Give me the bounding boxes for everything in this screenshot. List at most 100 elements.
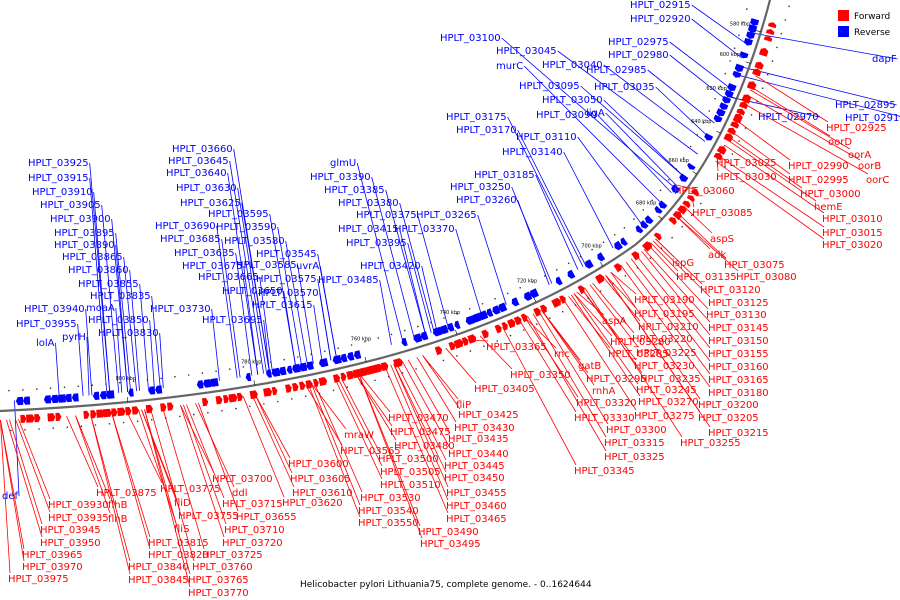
scale-dot xyxy=(742,21,744,24)
forward-gene-label: HPLT_03280 xyxy=(610,337,671,348)
forward-leader-line xyxy=(396,362,447,461)
reverse-gene-label: HPLT_03640 xyxy=(166,168,227,179)
forward-leader-line xyxy=(75,415,111,500)
scale-tick xyxy=(716,130,721,134)
forward-gene-label: HPLT_03075 xyxy=(724,260,785,271)
scale-dot xyxy=(22,389,24,391)
reverse-gene-label: HPLT_03590 xyxy=(216,222,277,233)
forward-gene-label: HPLT_03195 xyxy=(634,309,695,320)
scale-dot xyxy=(506,292,509,295)
scale-dot xyxy=(660,247,663,249)
reverse-gene-feature xyxy=(597,252,606,262)
reverse-leader-line xyxy=(379,279,392,345)
scale-dot xyxy=(304,395,307,398)
forward-gene-label: HPLT_03930 xyxy=(48,500,109,511)
forward-gene-label: HPLT_02925 xyxy=(826,123,887,134)
forward-gene-feature xyxy=(299,381,306,391)
forward-gene-feature xyxy=(249,390,258,400)
scale-dot xyxy=(776,46,778,49)
reverse-leader-line xyxy=(259,276,273,373)
forward-gene-feature xyxy=(26,414,35,423)
reverse-gene-label: HPLT_03110 xyxy=(516,132,577,143)
reverse-leader-line xyxy=(501,37,676,189)
forward-gene-label: HPLT_03700 xyxy=(212,474,273,485)
reverse-gene-feature xyxy=(635,225,644,234)
forward-leader-line xyxy=(390,364,449,501)
reverse-gene-label: HPLT_03910 xyxy=(32,187,93,198)
forward-leader-line xyxy=(610,271,637,295)
scale-tick xyxy=(756,30,761,33)
reverse-gene-feature xyxy=(71,393,79,402)
forward-gene-feature xyxy=(111,408,118,417)
forward-gene-label: HPLT_03440 xyxy=(448,449,509,460)
reverse-gene-feature xyxy=(687,162,696,170)
reverse-gene-feature xyxy=(306,361,314,370)
gene-leader-lines xyxy=(0,4,900,588)
forward-gene-label: HPLT_03935 xyxy=(48,513,109,524)
scale-dot xyxy=(531,281,534,283)
scale-dot xyxy=(642,209,645,211)
forward-gene-label: oorA xyxy=(848,150,871,161)
reverse-gene-label: HPLT_03575 xyxy=(256,274,317,285)
reverse-gene-feature xyxy=(719,102,729,110)
scale-dot xyxy=(612,282,614,285)
reverse-leader-line xyxy=(297,264,314,365)
reverse-gene-label: HPLT_03415 xyxy=(338,224,399,235)
forward-gene-label: HPLT_03215 xyxy=(708,428,769,439)
forward-gene-feature xyxy=(83,410,90,419)
forward-gene-label: hemE xyxy=(814,202,843,213)
scale-tick xyxy=(533,297,537,303)
forward-gene-label: HPLT_03275 xyxy=(634,411,695,422)
forward-gene-label: HPLT_03450 xyxy=(444,473,505,484)
reverse-gene-label: HPLT_03860 xyxy=(68,265,129,276)
reverse-gene-label: ligA xyxy=(586,108,605,119)
forward-gene-label: HPLT_03085 xyxy=(692,208,753,219)
reverse-leader-line xyxy=(216,225,238,379)
scale-dot xyxy=(63,386,66,389)
forward-gene-label: mraW xyxy=(344,430,374,441)
reverse-gene-feature xyxy=(567,269,576,279)
forward-gene-feature xyxy=(285,384,292,393)
scale-dot xyxy=(483,345,485,348)
forward-leader-line xyxy=(358,372,423,539)
forward-gene-label: HPLT_03770 xyxy=(188,588,249,599)
forward-gene-label: HPLT_03945 xyxy=(40,525,101,536)
forward-gene-label: HPLT_03190 xyxy=(634,295,695,306)
scale-tick-label: 660 kbp xyxy=(669,158,689,164)
forward-gene-label: HPLT_03165 xyxy=(708,375,769,386)
forward-leader-line xyxy=(610,271,701,400)
reverse-gene-feature xyxy=(739,51,749,59)
scale-dot xyxy=(235,407,237,410)
scale-dot xyxy=(633,218,635,220)
forward-gene-label: HPLT_03470 xyxy=(388,413,449,424)
reverse-gene-feature xyxy=(732,70,742,78)
forward-leader-line xyxy=(126,411,163,484)
forward-gene-feature xyxy=(34,414,41,423)
forward-gene-label: HPLT_03255 xyxy=(680,438,741,449)
scale-dot xyxy=(66,426,69,429)
reverse-gene-label: HPLT_02920 xyxy=(630,14,691,25)
reverse-gene-feature xyxy=(486,308,494,317)
forward-gene-label: HPLT_03220 xyxy=(632,334,693,345)
reverse-leader-line xyxy=(691,4,747,45)
reverse-gene-feature xyxy=(658,200,668,209)
reverse-gene-label: HPLT_03395 xyxy=(346,238,407,249)
reverse-leader-line xyxy=(55,342,60,398)
reverse-gene-label: HPLT_02910 xyxy=(845,113,900,124)
forward-gene-feature xyxy=(359,367,369,377)
reverse-leader-line xyxy=(385,189,426,335)
forward-leader-line xyxy=(144,409,191,588)
forward-gene-label: HPLT_03465 xyxy=(446,514,507,525)
scale-dot xyxy=(623,227,626,229)
scale-dot xyxy=(659,189,662,192)
forward-gene-label: HPLT_03845 xyxy=(128,575,189,586)
scale-dot xyxy=(332,389,335,392)
reverse-leader-line xyxy=(123,256,137,392)
reverse-leader-line xyxy=(557,50,698,155)
scale-tick xyxy=(731,96,737,100)
forward-gene-feature xyxy=(507,318,516,329)
scale-dot xyxy=(146,379,149,381)
reverse-leader-line xyxy=(517,129,586,266)
scale-dot xyxy=(350,344,353,346)
reverse-leader-line xyxy=(115,307,123,393)
